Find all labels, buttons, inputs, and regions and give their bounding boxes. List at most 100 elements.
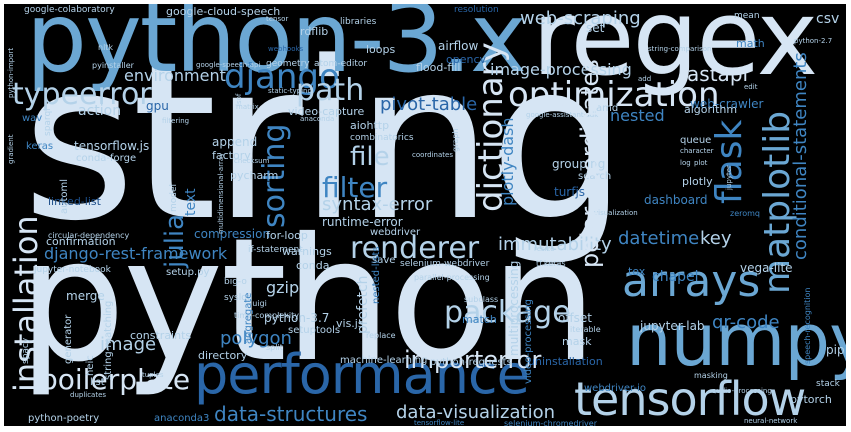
word-queue: queue: [680, 135, 712, 146]
word-file: file: [350, 142, 390, 172]
word-tox: tox: [628, 265, 646, 278]
word-syntax-error: syntax-error: [322, 194, 433, 215]
word-zeromq: zeromq: [730, 209, 760, 218]
word-time-complexity: time-complexity: [234, 311, 299, 320]
word-plot: plot: [694, 159, 708, 167]
word-heic: heic: [85, 355, 96, 376]
word-geometry: geometry: [266, 59, 310, 69]
word-merge: merge: [66, 289, 105, 303]
word-append: append: [212, 135, 258, 149]
word-data-visualization: data-visualization: [396, 402, 555, 423]
word-for-loop: for-loop: [266, 229, 308, 242]
word-qr-code: qr-code: [712, 312, 780, 333]
word-combinatorics: combinatorics: [350, 133, 414, 143]
word-mask: mask: [562, 335, 592, 348]
word-pip: pip: [826, 343, 845, 357]
word-anaconda3: anaconda3: [154, 413, 210, 424]
word-math: math: [736, 37, 765, 50]
word-parallel-processing: parallel-processing: [414, 273, 490, 282]
word-multidimensional-array: multidimensional-array: [217, 152, 225, 234]
word-speech-recognition: speech-recognition: [803, 287, 812, 364]
word-linked-list: linked-list: [48, 195, 101, 208]
word-setup-py: setup.py: [166, 267, 210, 278]
word-boilerplate: boilerplate: [40, 363, 191, 396]
word-machine-learning: machine-learning: [340, 355, 428, 366]
word-matrix: matrix: [236, 103, 259, 111]
word-list: list: [90, 377, 105, 388]
word-text: text: [183, 188, 199, 216]
word-immutability: immutability: [498, 234, 612, 255]
word-plotly-dash: plotly-dash: [498, 117, 517, 206]
word-renderer: renderer: [350, 231, 480, 266]
word-importerror: importerror: [404, 346, 542, 374]
word-jupyter-notebook: jupyter-notebook: [34, 265, 111, 275]
word-google-assistant-sdk: google-assistant-sdk: [526, 111, 599, 119]
word-data-structures: data-structures: [214, 402, 368, 426]
word-pycharm: pycharm: [230, 169, 279, 182]
word-uninstallation: uninstallation: [528, 355, 603, 368]
word-string: string: [22, 16, 628, 269]
word-atom-editor: atom-editor: [314, 59, 368, 69]
word-image: image: [100, 334, 157, 355]
word-set: set: [586, 21, 605, 35]
word-loops: loops: [366, 43, 396, 56]
word-tensorflow: tensorflow: [574, 372, 806, 426]
word-webdriver: webdriver: [370, 227, 421, 238]
word-chapel: chapel: [652, 269, 699, 285]
word-resize: resize: [534, 245, 555, 253]
word-confirmation: confirmation: [46, 235, 116, 248]
word-add: add: [638, 75, 652, 83]
word-tuples: tuples: [142, 371, 164, 379]
word-typeerror: typeerror: [12, 77, 152, 112]
word-google-colaboratory: google-colaboratory: [24, 5, 115, 15]
word-video-processing: video-processing: [523, 299, 534, 384]
word-jupyter-lab: jupyter-lab: [640, 319, 705, 333]
word-mean: mean: [734, 11, 760, 21]
word-automl: automl: [59, 178, 70, 214]
word-save: save: [372, 255, 396, 266]
word-conda: conda: [296, 259, 330, 272]
word-python: python: [18, 202, 598, 400]
word-nested-lists: nested-lists: [371, 246, 382, 304]
word-string-comparison: string-comparison: [648, 45, 712, 53]
word-checksum: checksum: [234, 157, 270, 165]
word-factory: factory: [212, 149, 251, 162]
word-numpy: numpy: [626, 298, 846, 382]
word-web-crawler: web-crawler: [690, 97, 764, 111]
word-circular-dependency: circular-dependency: [48, 231, 130, 240]
word-key: key: [700, 228, 732, 249]
word-static-typing: static-typing: [268, 87, 312, 95]
word-flood-fill: flood-fill: [416, 61, 461, 74]
word-video-capture: video-capture: [288, 105, 365, 118]
word-path: path: [296, 73, 365, 108]
word-pytorch: pytorch: [790, 393, 832, 406]
word-airflow: airflow: [438, 39, 479, 53]
word-warnings: warnings: [282, 245, 332, 258]
word-image-processing: image-processing: [490, 60, 632, 79]
word-directory: directory: [198, 349, 248, 362]
word-django: django: [224, 57, 340, 97]
word-split: split: [266, 343, 283, 352]
word-turfjs: turfjs: [554, 185, 586, 199]
word-action: action: [78, 103, 122, 119]
word-nltk: nltk: [98, 43, 114, 52]
word-python-2-7: python-2.7: [794, 37, 833, 45]
word-filter: filter: [322, 171, 388, 204]
word-duplicates: duplicates: [70, 391, 107, 399]
word-arrays: arrays: [622, 256, 761, 307]
word-keras: keras: [26, 141, 54, 152]
word-tensorflow-js: tensorflow.js: [74, 139, 150, 153]
word-gradient: gradient: [7, 134, 15, 165]
word-log: log: [680, 159, 691, 167]
word-prefetch: prefetch: [355, 275, 371, 334]
word-python-requests: python-requests: [430, 357, 512, 368]
word-datetime: datetime: [618, 228, 700, 249]
word-big-o: big-o: [224, 277, 247, 287]
word-tensorflow-lite: tensorflow-lite: [414, 419, 465, 427]
word-web-scraping: web-scraping: [520, 8, 641, 29]
word-neural-network: neural-network: [744, 417, 798, 425]
word-selenium-webdriver: selenium-webdriver: [400, 259, 490, 269]
word-anaconda: anaconda: [300, 115, 335, 123]
word-google-speech-api: google-speech-api: [196, 61, 261, 69]
word-python-import: python-import: [7, 47, 15, 98]
